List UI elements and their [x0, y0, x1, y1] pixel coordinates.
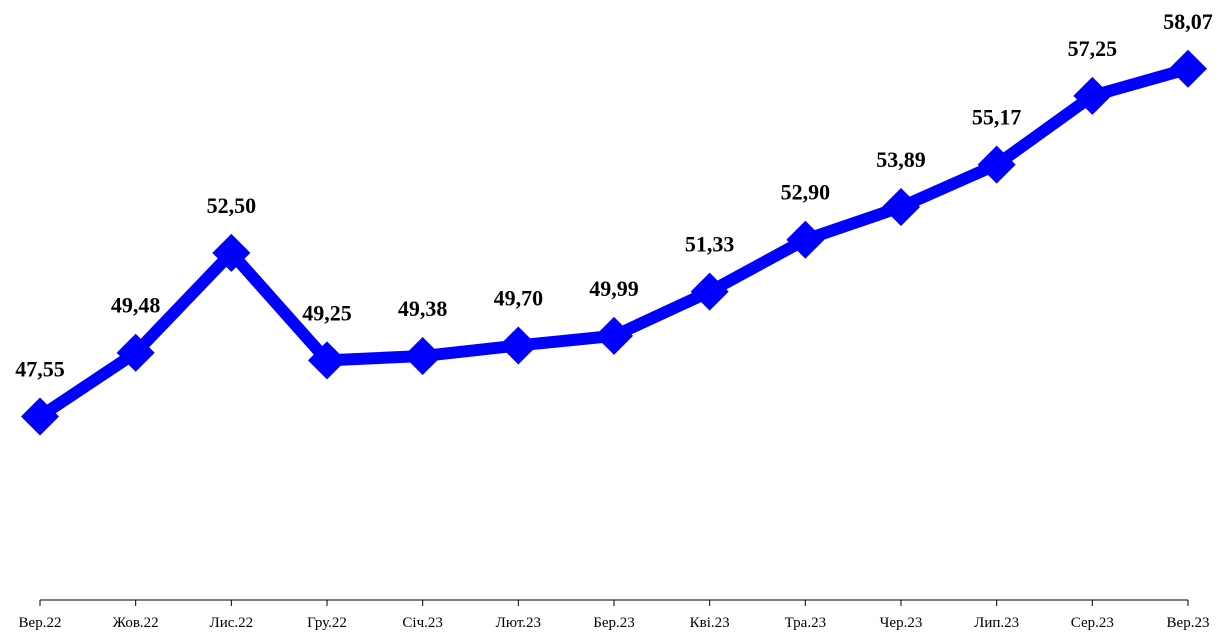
value-label: 47,55: [15, 357, 65, 382]
marker: [499, 326, 538, 365]
marker: [308, 341, 346, 380]
value-label: 49,25: [302, 300, 352, 325]
x-tick-label: Жов.22: [113, 615, 159, 631]
value-label: 57,25: [1068, 36, 1118, 61]
x-tick-label: Лис.22: [210, 615, 254, 631]
x-tick-label: Гру.22: [307, 615, 347, 631]
marker: [21, 397, 59, 436]
x-tick-label: Бер.23: [593, 615, 635, 631]
x-tick-label: Сер.23: [1071, 615, 1114, 631]
x-tick-label: Вер.23: [1167, 615, 1210, 631]
x-tick-label: Чер.23: [880, 615, 923, 631]
marker: [977, 145, 1016, 184]
x-tick-label: Кві.23: [690, 615, 730, 631]
marker: [786, 220, 825, 259]
marker: [882, 187, 920, 226]
x-tick-label: Вер.22: [19, 615, 62, 631]
value-label: 58,07: [1163, 9, 1213, 34]
marker: [595, 316, 633, 355]
value-label: 49,99: [589, 276, 639, 301]
x-tick-label: Лют.23: [496, 615, 541, 631]
marker: [403, 337, 442, 376]
value-label: 49,70: [494, 285, 544, 310]
marker: [116, 333, 155, 372]
x-tick-label: Тра.23: [785, 615, 827, 631]
value-label: 49,38: [398, 296, 448, 321]
marker: [1169, 49, 1207, 88]
marker: [212, 233, 251, 272]
value-label: 51,33: [685, 232, 735, 257]
value-label: 52,90: [781, 180, 831, 205]
x-tick-label: Лип.23: [974, 615, 1019, 631]
marker: [690, 272, 729, 311]
value-label: 55,17: [972, 105, 1022, 130]
value-label: 52,50: [207, 193, 257, 218]
value-label: 49,48: [111, 293, 161, 318]
x-tick-label: Січ.23: [402, 615, 442, 631]
marker: [1073, 76, 1112, 115]
value-label: 53,89: [876, 147, 926, 172]
